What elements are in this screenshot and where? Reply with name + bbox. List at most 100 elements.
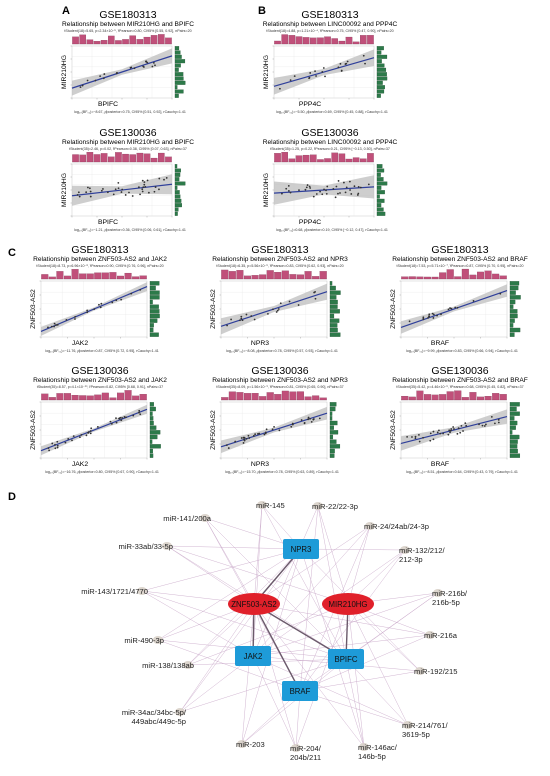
data-point <box>408 320 411 323</box>
data-point <box>64 441 67 444</box>
right-histogram-bar <box>149 299 153 305</box>
regression-line <box>220 291 328 327</box>
data-point <box>287 184 290 187</box>
data-point <box>250 315 253 317</box>
data-point <box>143 181 146 184</box>
stats-top: tStudent(18)=5.65, p=2.34×10⁻⁵, r̂Pearso… <box>64 28 191 33</box>
mirna-node-marker <box>200 514 210 522</box>
data-point <box>138 409 141 412</box>
x-axis-label: NPR3 <box>251 461 269 468</box>
right-histogram-bar <box>149 430 161 435</box>
top-histogram-bar <box>360 35 367 45</box>
network-edge <box>204 517 255 605</box>
data-point <box>346 60 349 63</box>
data-point <box>321 70 324 73</box>
top-histogram-bar <box>304 396 312 401</box>
top-histogram-bar <box>117 275 124 280</box>
right-histogram-bar <box>149 406 156 412</box>
data-point <box>287 189 290 192</box>
data-point <box>139 288 142 291</box>
top-histogram-bar <box>338 153 346 163</box>
top-histogram-bar <box>64 393 71 401</box>
right-histogram-bar <box>376 190 385 195</box>
data-point <box>230 318 233 321</box>
data-point <box>131 195 134 197</box>
right-histogram-bar <box>149 327 154 333</box>
y-axis-label: MIR210HG <box>263 55 270 89</box>
top-histogram-bar <box>139 275 147 280</box>
right-histogram-bar <box>509 327 521 333</box>
top-histogram-bar <box>132 276 140 280</box>
stats-bottom: log₁₀(BF₀₁)=−1.21, ρ̂posterior=0.36, CI9… <box>74 228 186 232</box>
data-point <box>440 313 442 316</box>
data-point <box>245 313 248 316</box>
right-histogram-bar <box>509 295 521 300</box>
x-axis-label: PPP4C <box>299 219 321 226</box>
right-histogram-bar <box>376 46 384 51</box>
mrna-node-box <box>328 649 364 669</box>
top-histogram-bar <box>477 271 484 280</box>
data-point <box>151 65 154 68</box>
top-histogram-bar <box>165 37 172 45</box>
top-histogram-bar <box>446 269 454 280</box>
top-histogram-bar <box>56 271 64 280</box>
data-point <box>137 186 140 188</box>
y-axis-label: ZNF503-AS2 <box>30 410 37 450</box>
data-point <box>132 414 135 417</box>
right-histogram-bar <box>329 290 341 295</box>
right-histogram-bar <box>149 332 159 337</box>
network-edge <box>241 658 347 745</box>
top-histogram-bar <box>71 269 79 280</box>
y-axis-label: MIR210HG <box>61 55 68 89</box>
data-point <box>102 188 104 190</box>
data-point <box>94 79 97 82</box>
right-histogram-bar <box>376 67 387 72</box>
right-histogram-bar <box>174 211 178 216</box>
network-edge <box>166 545 255 605</box>
network-edge <box>187 603 255 666</box>
top-histogram-bar <box>297 391 304 401</box>
data-point <box>81 84 84 87</box>
data-point <box>243 436 246 439</box>
right-histogram-bar <box>149 453 154 458</box>
data-point <box>273 425 275 428</box>
data-point <box>309 417 311 420</box>
right-histogram-bar <box>149 448 153 454</box>
data-point <box>50 325 53 328</box>
data-point <box>102 77 105 80</box>
right-histogram-bar <box>329 402 337 407</box>
data-point <box>239 319 241 322</box>
mirna-label-line: miR-204/ <box>290 744 322 753</box>
mirna-label-line: miR-216a <box>424 631 458 640</box>
top-histogram-bar <box>310 37 317 45</box>
data-point <box>109 420 112 423</box>
top-histogram-bar <box>158 34 165 45</box>
top-histogram-bar <box>469 392 477 401</box>
network-edge <box>241 603 255 745</box>
top-histogram-bar <box>408 396 416 401</box>
x-axis-label: BPIFC <box>98 101 118 108</box>
y-axis-label: ZNF503-AS2 <box>390 289 397 329</box>
right-histogram-bar <box>174 54 182 59</box>
network-edge <box>252 634 431 657</box>
network-edge <box>241 548 302 745</box>
data-point <box>353 185 356 188</box>
mirna-label: miR-132/212/212-3p <box>399 546 445 564</box>
mirna-node: miR-490-3p <box>124 636 164 645</box>
data-point <box>315 75 317 77</box>
mirna-node-marker <box>162 542 172 550</box>
top-histogram-bar <box>79 154 86 163</box>
data-point <box>240 317 243 320</box>
right-histogram-bar <box>174 198 182 203</box>
network-edge <box>299 505 319 692</box>
right-histogram-bar <box>174 207 179 212</box>
mrna-node-npr3: NPR3 <box>283 539 319 559</box>
top-histogram-bar <box>360 158 367 163</box>
data-point <box>449 307 451 309</box>
right-histogram-bar <box>329 309 340 314</box>
